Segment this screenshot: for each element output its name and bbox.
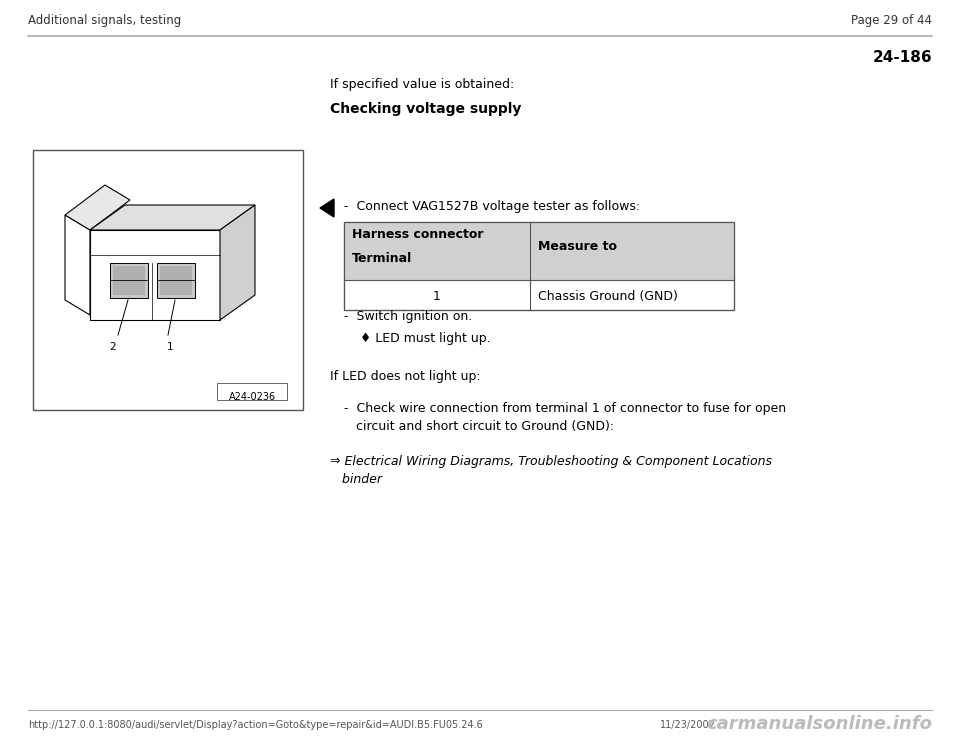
Polygon shape	[90, 205, 255, 230]
Text: ♦ LED must light up.: ♦ LED must light up.	[360, 332, 491, 345]
Text: 1: 1	[433, 290, 441, 303]
Text: Terminal: Terminal	[352, 252, 412, 265]
Text: If LED does not light up:: If LED does not light up:	[330, 370, 481, 383]
Polygon shape	[65, 185, 130, 230]
Text: Harness connector: Harness connector	[352, 228, 484, 241]
Bar	[157, 263, 195, 298]
Text: circuit and short circuit to Ground (GND):: circuit and short circuit to Ground (GND…	[344, 420, 614, 433]
Bar	[33, 150, 303, 410]
Bar	[344, 222, 734, 310]
Text: http://127.0.0.1:8080/audi/servlet/Display?action=Goto&type=repair&id=AUDI.B5.FU: http://127.0.0.1:8080/audi/servlet/Displ…	[28, 720, 483, 730]
Bar	[530, 222, 734, 280]
Text: -  Switch ignition on.: - Switch ignition on.	[344, 310, 472, 323]
Polygon shape	[65, 215, 90, 315]
Text: Measure to: Measure to	[538, 240, 617, 253]
Text: Page 29 of 44: Page 29 of 44	[851, 14, 932, 27]
Text: A24-0236: A24-0236	[228, 392, 276, 402]
Text: Chassis Ground (GND): Chassis Ground (GND)	[538, 290, 678, 303]
Text: 24-186: 24-186	[873, 50, 932, 65]
Text: -  Check wire connection from terminal 1 of connector to fuse for open: - Check wire connection from terminal 1 …	[344, 402, 786, 415]
Text: 1: 1	[167, 342, 174, 352]
Text: -  Connect VAG1527B voltage tester as follows:: - Connect VAG1527B voltage tester as fol…	[344, 200, 640, 213]
Text: binder: binder	[330, 473, 382, 486]
Bar	[160, 266, 192, 295]
Text: 11/23/2002: 11/23/2002	[660, 720, 716, 730]
Bar	[344, 222, 734, 310]
Text: carmanualsonline.info: carmanualsonline.info	[706, 715, 932, 733]
Polygon shape	[220, 205, 255, 320]
Text: 2: 2	[109, 342, 116, 352]
Polygon shape	[320, 199, 334, 217]
Text: ⇒ Electrical Wiring Diagrams, Troubleshooting & Component Locations: ⇒ Electrical Wiring Diagrams, Troublesho…	[330, 455, 772, 468]
Text: If specified value is obtained:: If specified value is obtained:	[330, 78, 515, 91]
Polygon shape	[90, 230, 220, 320]
Bar	[113, 266, 145, 295]
Bar	[110, 263, 148, 298]
Bar	[217, 383, 287, 400]
Text: Additional signals, testing: Additional signals, testing	[28, 14, 181, 27]
Bar	[344, 222, 530, 280]
Text: Checking voltage supply: Checking voltage supply	[330, 102, 521, 116]
